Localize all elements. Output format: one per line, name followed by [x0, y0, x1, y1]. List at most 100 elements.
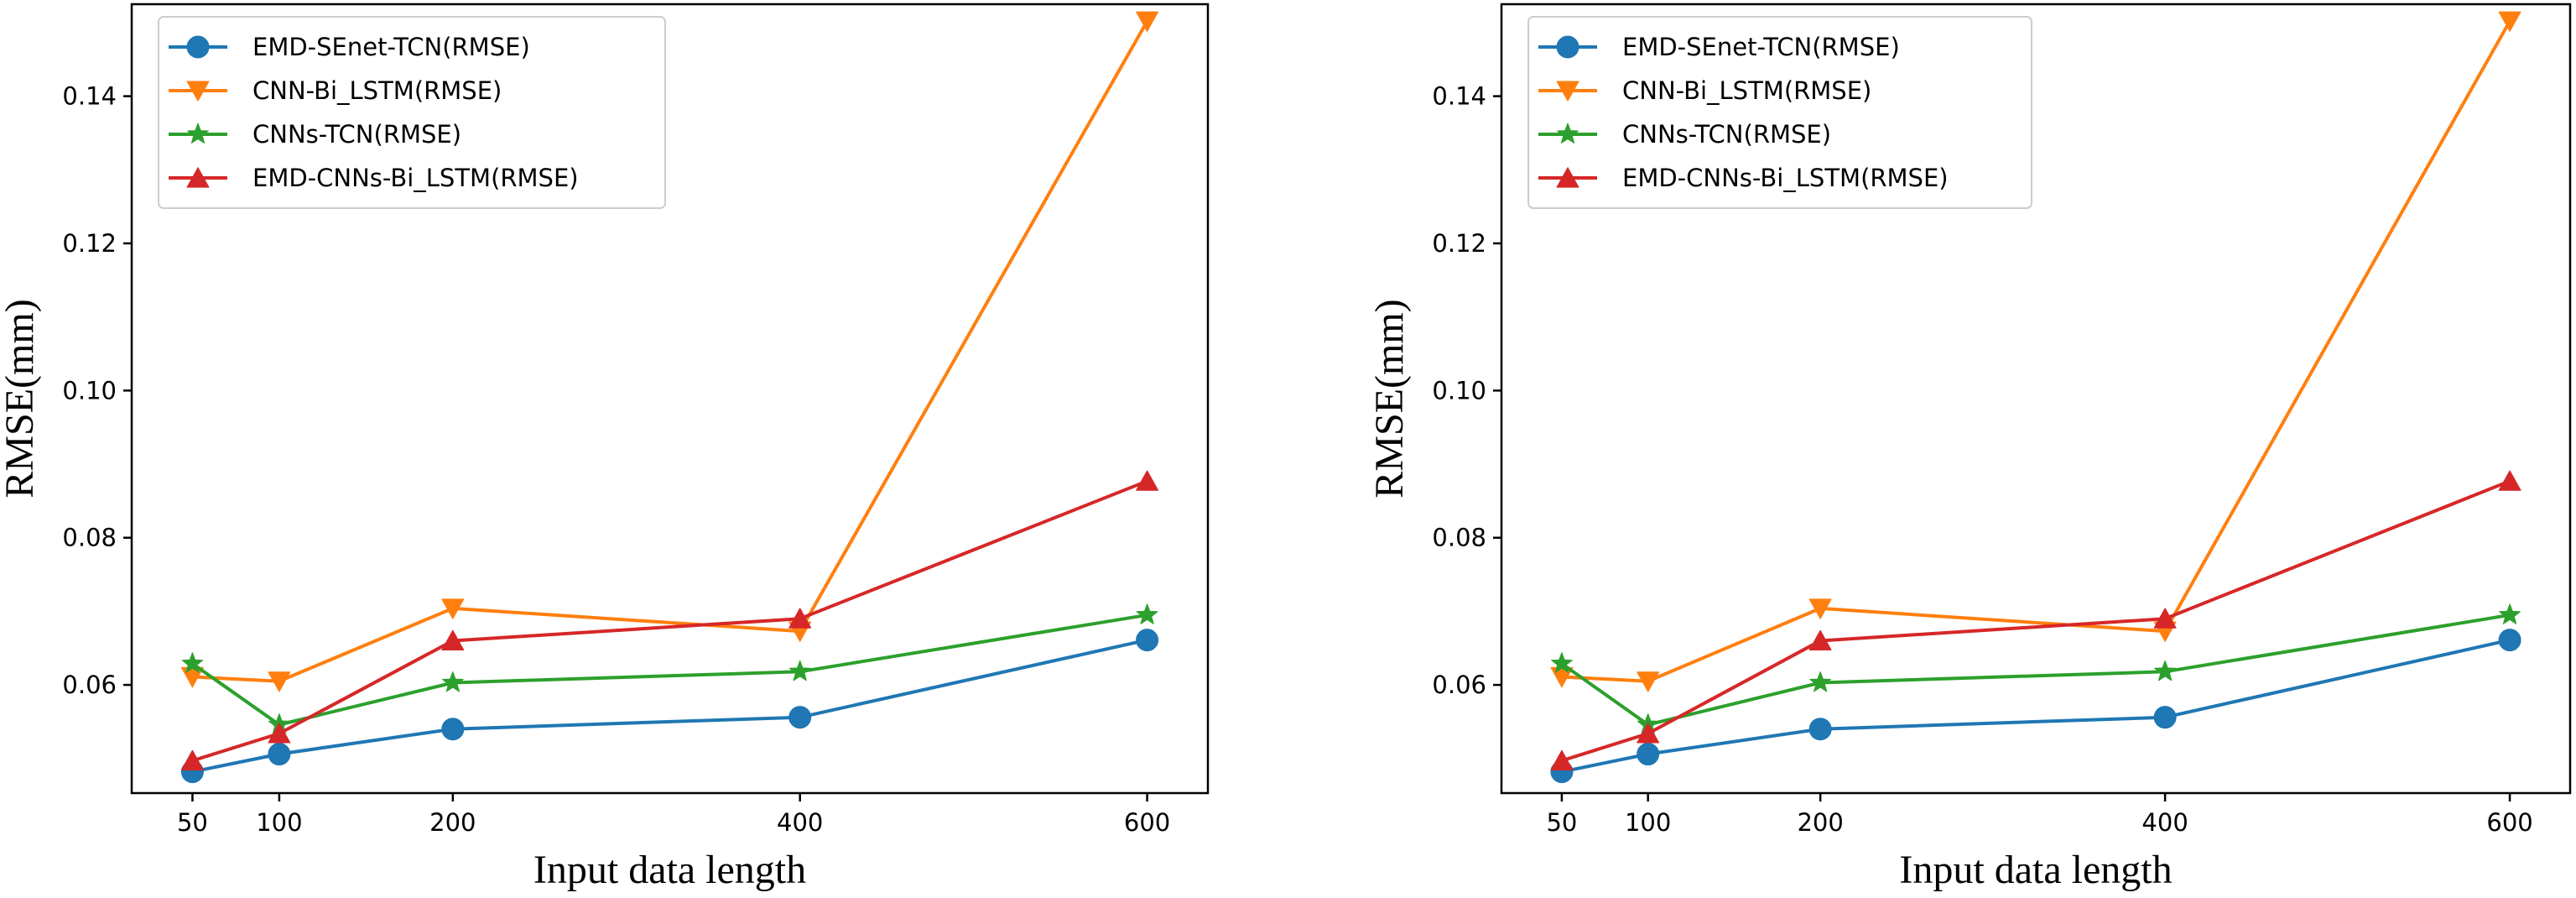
data-point — [1637, 671, 1660, 692]
x-tick-label: 200 — [1797, 808, 1843, 837]
x-tick-label: 600 — [1124, 808, 1170, 837]
x-tick-label: 200 — [429, 808, 476, 837]
data-point — [788, 660, 811, 681]
data-point — [1136, 11, 1159, 32]
data-point — [268, 723, 291, 744]
data-point — [1809, 671, 1831, 692]
series-cnn-bi-lstm-rmse- — [180, 11, 1159, 692]
legend-entry: CNN-Bi_LSTM(RMSE) — [1538, 76, 1871, 105]
data-point — [2153, 706, 2177, 729]
legend: EMD-SEnet-TCN(RMSE) CNN-Bi_LSTM(RMSE) CNNs… — [1527, 16, 2032, 209]
x-tick-label: 400 — [777, 808, 823, 837]
y-tick-label: 0.14 — [62, 82, 117, 111]
legend-entry: EMD-CNNs-Bi_LSTM(RMSE) — [1538, 164, 1949, 192]
series-emd-senet-tcn-rmse- — [180, 629, 1159, 784]
y-axis-label: RMSE(mm) — [1367, 299, 1412, 498]
chart-right: 50 100 200 400 600 0.06 0.08 0.10 0.12 0.14 Input … — [1367, 3, 2572, 892]
plot-frame — [130, 3, 1210, 795]
legend-entry: EMD-CNNs-Bi_LSTM(RMSE) — [169, 164, 579, 192]
legend-frame — [1527, 16, 2032, 209]
data-point — [2499, 603, 2521, 624]
series-line — [1561, 638, 2511, 774]
legend-label: CNN-Bi_LSTM(RMSE) — [252, 76, 502, 105]
data-point — [1551, 652, 1573, 673]
x-tick-label: 100 — [1625, 808, 1671, 837]
data-point — [1808, 598, 1832, 619]
data-point — [788, 706, 812, 729]
legend-label: CNN-Bi_LSTM(RMSE) — [1622, 76, 1871, 105]
series-line — [1560, 613, 2511, 727]
y-axis-label: RMSE(mm) — [0, 299, 42, 498]
legend-entry: EMD-SEnet-TCN(RMSE) — [169, 33, 530, 61]
legend-label: CNNs-TCN(RMSE) — [1622, 120, 1831, 149]
data-point — [1550, 749, 1574, 770]
series-emd-cnns-bi-lstm-rmse- — [1550, 470, 2521, 770]
y-tick-label: 0.14 — [1432, 82, 1486, 111]
legend-label: EMD-SEnet-TCN(RMSE) — [1622, 33, 1900, 61]
series-line — [191, 613, 1147, 727]
legend-marker — [186, 35, 210, 59]
data-point — [441, 718, 465, 741]
legend-entry: CNNs-TCN(RMSE) — [1538, 120, 1831, 149]
legend-label: EMD-CNNs-Bi_LSTM(RMSE) — [252, 164, 579, 192]
legend: EMD-SEnet-TCN(RMSE) CNN-Bi_LSTM(RMSE) CNNs… — [158, 16, 666, 209]
data-point — [1808, 629, 1832, 650]
legend-label: EMD-CNNs-Bi_LSTM(RMSE) — [1622, 164, 1949, 192]
data-point — [2153, 608, 2177, 629]
series-emd-cnns-bi-lstm-rmse- — [180, 470, 1159, 770]
x-tick-label: 400 — [2141, 808, 2188, 837]
y-tick-label: 0.08 — [1432, 524, 1486, 552]
series-line — [1561, 479, 2511, 763]
legend-marker — [1556, 81, 1579, 102]
legend-marker — [186, 81, 210, 102]
series-line — [191, 479, 1148, 763]
legend-label: EMD-SEnet-TCN(RMSE) — [252, 33, 530, 61]
data-point — [1136, 629, 1159, 652]
y-tick-label: 0.06 — [1432, 671, 1486, 699]
legend-marker — [187, 123, 209, 144]
data-point — [2154, 660, 2176, 681]
data-point — [1808, 718, 1832, 741]
legend-marker — [186, 167, 210, 188]
x-tick-label: 50 — [1546, 808, 1577, 837]
legend-entry: EMD-SEnet-TCN(RMSE) — [1538, 33, 1900, 61]
data-point — [1637, 723, 1660, 744]
data-point — [2498, 11, 2521, 32]
data-point — [2498, 470, 2521, 491]
data-point — [1136, 470, 1159, 491]
data-point — [268, 743, 291, 766]
data-point — [181, 652, 204, 673]
legend-marker — [1556, 167, 1579, 188]
legend-entry: CNN-Bi_LSTM(RMSE) — [169, 76, 502, 105]
legend-frame — [158, 16, 666, 209]
series-cnn-bi-lstm-rmse- — [1550, 11, 2521, 692]
data-point — [268, 671, 291, 692]
x-axis-label: Input data length — [1899, 848, 2172, 892]
x-axis-label: Input data length — [533, 848, 806, 892]
legend-marker — [1556, 35, 1579, 59]
legend-marker — [1557, 123, 1579, 144]
x-tick-label: 600 — [2486, 808, 2532, 837]
plot-frame — [1500, 3, 2572, 795]
x-tick-label: 100 — [256, 808, 302, 837]
data-point — [442, 671, 464, 692]
data-point — [2498, 629, 2521, 652]
series-line — [192, 638, 1148, 774]
x-tick-label: 50 — [177, 808, 208, 837]
y-tick-label: 0.06 — [62, 671, 117, 699]
legend-entry: CNNs-TCN(RMSE) — [169, 120, 461, 149]
data-point — [180, 749, 204, 770]
y-tick-label: 0.10 — [62, 376, 117, 405]
y-tick-label: 0.10 — [1432, 376, 1486, 405]
data-point — [788, 608, 812, 629]
data-point — [1136, 603, 1158, 624]
y-tick-label: 0.12 — [62, 229, 117, 258]
y-tick-label: 0.12 — [1432, 229, 1486, 258]
legend-label: CNNs-TCN(RMSE) — [252, 120, 461, 149]
y-tick-label: 0.08 — [62, 524, 117, 552]
data-point — [1637, 743, 1660, 766]
chart-left: 50 100 200 400 600 0.06 0.08 0.10 0.12 0.14 Input … — [0, 3, 1210, 892]
data-point — [441, 598, 465, 619]
data-point — [441, 629, 465, 650]
